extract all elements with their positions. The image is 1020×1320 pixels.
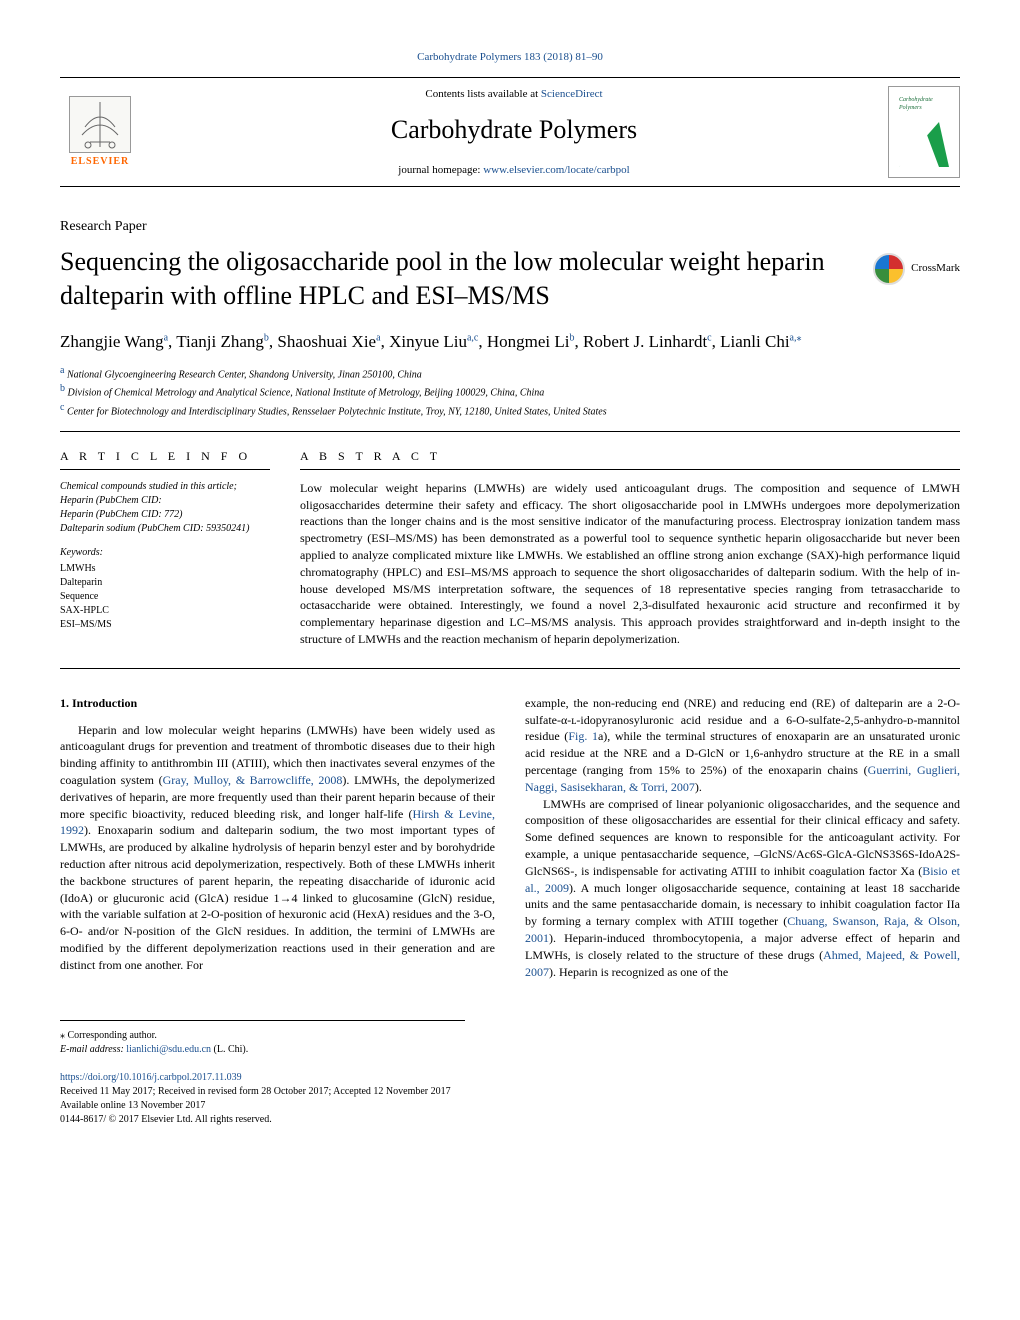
affiliation-c: c Center for Biotechnology and Interdisc…: [60, 401, 960, 419]
crossmark-widget[interactable]: CrossMark: [873, 253, 960, 285]
abstract-header: A B S T R A C T: [300, 448, 960, 465]
keyword-item: Sequence: [60, 590, 270, 604]
header-center: Contents lists available at ScienceDirec…: [140, 87, 888, 178]
history-line: Received 11 May 2017; Received in revise…: [60, 1085, 960, 1099]
keyword-item: Dalteparin: [60, 576, 270, 590]
compounds-line1: Heparin (PubChem CID:: [60, 494, 270, 508]
crossmark-label: CrossMark: [911, 261, 960, 276]
copyright-line: 0144-8617/ © 2017 Elsevier Ltd. All righ…: [60, 1113, 960, 1127]
title-row: Sequencing the oligosaccharide pool in t…: [60, 245, 960, 313]
journal-cover-thumbnail: Carbohydrate Polymers: [888, 86, 960, 178]
info-abstract-row: A R T I C L E I N F O Chemical compounds…: [60, 448, 960, 669]
chemical-compounds: Chemical compounds studied in this artic…: [60, 480, 270, 536]
email-link[interactable]: lianlichi@sdu.edu.cn: [126, 1044, 211, 1055]
intro-paragraph-1: Heparin and low molecular weight heparin…: [60, 722, 495, 974]
crossmark-icon: [873, 253, 905, 285]
intro-paragraph-3: LMWHs are comprised of linear polyanioni…: [525, 796, 960, 981]
compounds-line3: Dalteparin sodium (PubChem CID: 59350241…: [60, 522, 270, 536]
keyword-item: LMWHs: [60, 562, 270, 576]
citation-link[interactable]: Gray, Mulloy, & Barrowcliffe, 2008: [163, 773, 343, 787]
elsevier-tree-icon: [69, 96, 131, 153]
top-citation: Carbohydrate Polymers 183 (2018) 81–90: [60, 50, 960, 65]
article-title: Sequencing the oligosaccharide pool in t…: [60, 245, 873, 313]
introduction-header: 1. Introduction: [60, 695, 495, 712]
publication-footer: https://doi.org/10.1016/j.carbpol.2017.1…: [60, 1071, 960, 1127]
sciencedirect-link[interactable]: ScienceDirect: [541, 88, 603, 100]
compounds-label: Chemical compounds studied in this artic…: [60, 480, 270, 494]
journal-homepage: journal homepage: www.elsevier.com/locat…: [140, 163, 888, 178]
online-line: Available online 13 November 2017: [60, 1099, 960, 1113]
article-type: Research Paper: [60, 217, 960, 237]
abstract-column: A B S T R A C T Low molecular weight hep…: [300, 448, 960, 648]
svg-text:Polymers: Polymers: [898, 105, 922, 111]
corresponding-footer: ⁎ Corresponding author. E-mail address: …: [60, 1020, 465, 1057]
keywords-list: LMWHsDalteparinSequenceSAX-HPLCESI–MS/MS: [60, 562, 270, 632]
svg-text:Carbohydrate: Carbohydrate: [899, 97, 933, 103]
elsevier-label: ELSEVIER: [71, 155, 130, 169]
doi-link[interactable]: https://doi.org/10.1016/j.carbpol.2017.1…: [60, 1071, 960, 1085]
contents-available: Contents lists available at ScienceDirec…: [140, 87, 888, 102]
corresponding-author: ⁎ Corresponding author.: [60, 1029, 465, 1043]
keyword-item: SAX-HPLC: [60, 604, 270, 618]
homepage-prefix: journal homepage:: [398, 164, 483, 176]
elsevier-logo: ELSEVIER: [60, 92, 140, 172]
intro-paragraph-2: example, the non-reducing end (NRE) and …: [525, 695, 960, 796]
article-info-rule: [60, 469, 270, 470]
figure-link[interactable]: Fig. 1: [568, 729, 598, 743]
affiliation-b: b Division of Chemical Metrology and Ana…: [60, 382, 960, 400]
email-line: E-mail address: lianlichi@sdu.edu.cn (L.…: [60, 1043, 465, 1057]
journal-header: ELSEVIER Contents lists available at Sci…: [60, 77, 960, 187]
abstract-text: Low molecular weight heparins (LMWHs) ar…: [300, 480, 960, 648]
abstract-rule: [300, 469, 960, 470]
homepage-link[interactable]: www.elsevier.com/locate/carbpol: [483, 164, 630, 176]
keywords-label: Keywords:: [60, 546, 270, 560]
affiliation-a: a National Glycoengineering Research Cen…: [60, 364, 960, 382]
affiliations: a National Glycoengineering Research Cen…: [60, 364, 960, 432]
journal-name: Carbohydrate Polymers: [140, 112, 888, 148]
body-columns: 1. Introduction Heparin and low molecula…: [60, 695, 960, 981]
compounds-line2: Heparin (PubChem CID: 772): [60, 508, 270, 522]
contents-prefix: Contents lists available at: [425, 88, 540, 100]
article-info-header: A R T I C L E I N F O: [60, 448, 270, 465]
article-info-column: A R T I C L E I N F O Chemical compounds…: [60, 448, 270, 648]
keyword-item: ESI–MS/MS: [60, 618, 270, 632]
authors-line: Zhangjie Wanga, Tianji Zhangb, Shaoshuai…: [60, 329, 960, 355]
